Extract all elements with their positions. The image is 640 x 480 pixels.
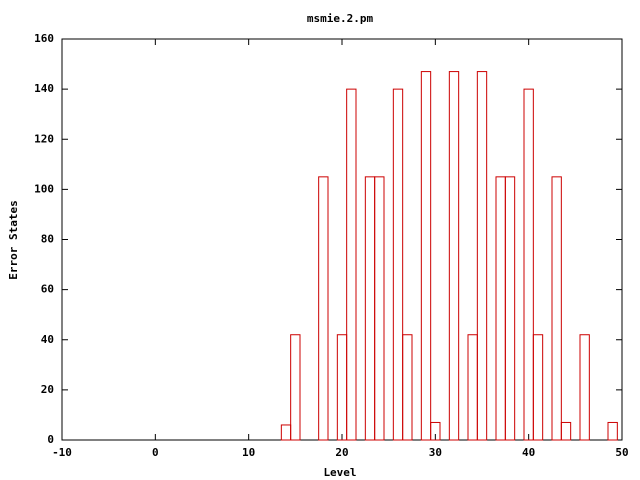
bar	[579, 334, 590, 441]
y-axis-label: Error States	[7, 200, 20, 279]
x-tick-label: 10	[242, 446, 255, 459]
bar	[290, 334, 301, 441]
x-tick-label: 0	[152, 446, 159, 459]
y-tick-label: 160	[34, 32, 54, 45]
bar	[374, 176, 385, 441]
bar	[560, 421, 572, 441]
x-tick-label: 40	[522, 446, 535, 459]
y-tick-label: 140	[34, 82, 54, 95]
y-tick-label: 40	[41, 333, 54, 346]
y-tick-label: 20	[41, 383, 54, 396]
bar	[607, 421, 618, 441]
x-axis-label: Level	[323, 466, 356, 479]
bar	[346, 88, 357, 441]
y-tick-label: 100	[34, 182, 54, 195]
x-tick-label: 20	[335, 446, 348, 459]
x-tick-label: 30	[429, 446, 442, 459]
bar	[476, 71, 488, 441]
x-tick-label: 50	[615, 446, 628, 459]
bar	[551, 176, 562, 441]
bar	[430, 421, 441, 441]
bar	[448, 71, 460, 441]
y-tick-label: 60	[41, 283, 54, 296]
bar	[523, 88, 534, 441]
y-tick-label: 120	[34, 132, 54, 145]
bar	[504, 176, 516, 441]
y-tick-label: 0	[47, 433, 54, 446]
x-tick-label: -10	[52, 446, 72, 459]
chart-title: msmie.2.pm	[307, 12, 374, 25]
bar	[318, 176, 329, 441]
y-tick-label: 80	[41, 233, 54, 246]
bar	[402, 334, 413, 441]
bar	[392, 88, 404, 441]
bar	[420, 71, 432, 441]
bar	[532, 334, 544, 441]
